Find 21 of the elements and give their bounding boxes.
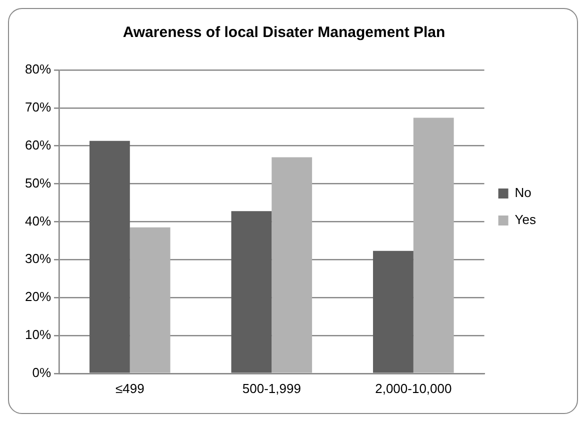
bar bbox=[413, 118, 454, 373]
y-tick-label: 60% bbox=[24, 137, 52, 152]
legend-label: Yes bbox=[514, 212, 536, 228]
y-tick-label: 40% bbox=[24, 213, 52, 228]
bar bbox=[272, 157, 312, 373]
bar bbox=[373, 250, 414, 373]
y-tick-label: 10% bbox=[24, 327, 52, 342]
bar bbox=[231, 211, 272, 373]
y-tick-label: 30% bbox=[24, 251, 52, 266]
y-tick-label: 20% bbox=[24, 289, 52, 304]
x-tick-label: 500-1,999 bbox=[242, 380, 301, 396]
bar bbox=[89, 140, 130, 373]
bar bbox=[130, 227, 170, 373]
legend-label: No bbox=[514, 185, 532, 200]
chart-title: Awareness of local Disater Management Plan bbox=[122, 24, 446, 42]
y-tick-label: 70% bbox=[24, 100, 52, 115]
x-tick-label: ≤499 bbox=[115, 380, 144, 396]
y-tick-label: 50% bbox=[24, 175, 52, 190]
y-tick-label: 0% bbox=[32, 364, 52, 380]
x-tick-label: 2,000-10,000 bbox=[375, 380, 452, 396]
y-tick-label: 80% bbox=[24, 62, 52, 77]
